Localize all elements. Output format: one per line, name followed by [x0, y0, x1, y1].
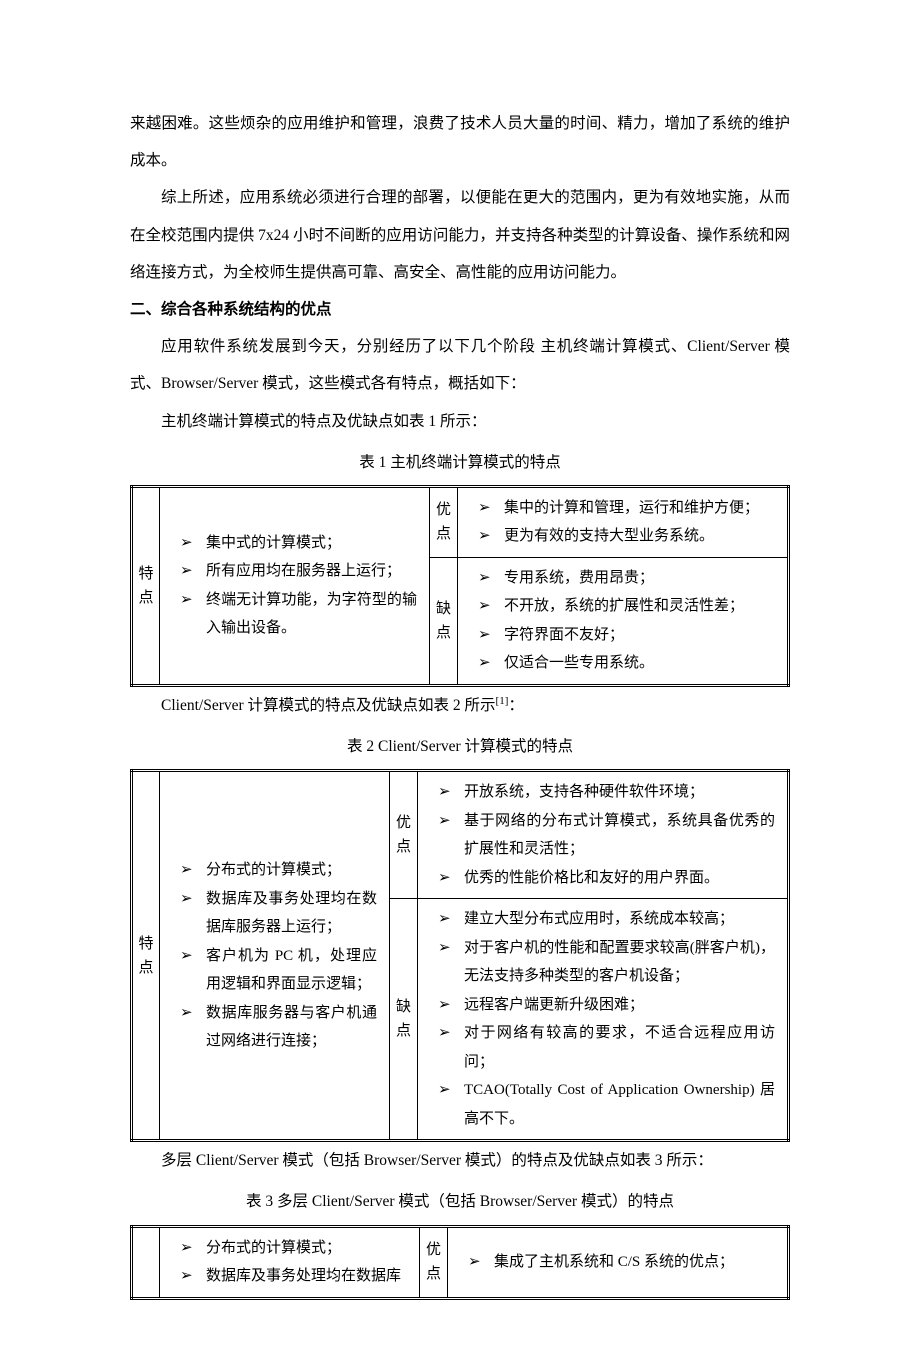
- table1-cons-cell: 专用系统，费用昂贵； 不开放，系统的扩展性和灵活性差； 字符界面不友好； 仅适合…: [458, 557, 789, 685]
- list-item: 客户机为 PC 机，处理应用逻辑和界面显示逻辑；: [176, 942, 377, 999]
- list-item: 开放系统，支持各种硬件软件环境；: [434, 778, 775, 807]
- table1-cons-label: 缺点: [430, 557, 458, 685]
- list-item: 专用系统，费用昂贵；: [474, 564, 775, 593]
- text-run: ：: [508, 697, 524, 714]
- table1: 特点 集中式的计算模式； 所有应用均在服务器上运行； 终端无计算功能，为字符型的…: [130, 485, 790, 687]
- table2-cons-label: 缺点: [390, 899, 418, 1141]
- list-item: 分布式的计算模式；: [176, 1234, 407, 1263]
- list-item: 集成了主机系统和 C/S 系统的优点；: [464, 1248, 775, 1277]
- paragraph-intro: 应用软件系统发展到今天，分别经历了以下几个阶段 主机终端计算模式、Client/…: [130, 328, 790, 402]
- table1-pros-list: 集中的计算和管理，运行和维护方便； 更为有效的支持大型业务系统。: [460, 494, 785, 551]
- list-item: 优秀的性能价格比和友好的用户界面。: [434, 864, 775, 893]
- list-item: 仅适合一些专用系统。: [474, 649, 775, 678]
- table3: 分布式的计算模式； 数据库及事务处理均在数据库 优点 集成了主机系统和 C/S …: [130, 1225, 790, 1300]
- list-item: 字符界面不友好；: [474, 621, 775, 650]
- table2-cons-list: 建立大型分布式应用时，系统成本较高； 对于客户机的性能和配置要求较高(胖客户机)…: [420, 905, 785, 1133]
- table1-features-cell: 集中式的计算模式； 所有应用均在服务器上运行； 终端无计算功能，为字符型的输入输…: [160, 486, 430, 685]
- footnote-ref: [1]: [496, 695, 509, 707]
- list-item: 数据库及事务处理均在数据库: [176, 1262, 407, 1291]
- paragraph-table1-lead: 主机终端计算模式的特点及优缺点如表 1 所示：: [130, 403, 790, 440]
- table1-feature-label: 特点: [132, 486, 160, 685]
- paragraph-summary: 综上所述，应用系统必须进行合理的部署，以便能在更大的范围内，更为有效地实施，从而…: [130, 179, 790, 291]
- table3-features-cell: 分布式的计算模式； 数据库及事务处理均在数据库: [160, 1226, 420, 1298]
- paragraph-table3-lead: 多层 Client/Server 模式（包括 Browser/Server 模式…: [130, 1142, 790, 1179]
- text-run: Client/Server 计算模式的特点及优缺点如表 2 所示: [161, 697, 496, 714]
- table1-cons-list: 专用系统，费用昂贵； 不开放，系统的扩展性和灵活性差； 字符界面不友好； 仅适合…: [460, 564, 785, 678]
- table2-pros-label: 优点: [390, 771, 418, 899]
- list-item: 对于客户机的性能和配置要求较高(胖客户机)，无法支持多种类型的客户机设备；: [434, 934, 775, 991]
- table2-features-list: 分布式的计算模式； 数据库及事务处理均在数据库服务器上运行； 客户机为 PC 机…: [162, 856, 387, 1056]
- list-item: 更为有效的支持大型业务系统。: [474, 522, 775, 551]
- list-item: TCAO(Totally Cost of Application Ownersh…: [434, 1076, 775, 1133]
- table2-caption: 表 2 Client/Server 计算模式的特点: [130, 728, 790, 765]
- table3-feature-label: [132, 1226, 160, 1298]
- table3-pros-label: 优点: [420, 1226, 448, 1298]
- list-item: 集中式的计算模式；: [176, 529, 417, 558]
- table3-caption: 表 3 多层 Client/Server 模式（包括 Browser/Serve…: [130, 1183, 790, 1220]
- list-item: 不开放，系统的扩展性和灵活性差；: [474, 592, 775, 621]
- table2-cons-cell: 建立大型分布式应用时，系统成本较高； 对于客户机的性能和配置要求较高(胖客户机)…: [418, 899, 789, 1141]
- document-page: 来越困难。这些烦杂的应用维护和管理，浪费了技术人员大量的时间、精力，增加了系统的…: [0, 0, 920, 1360]
- table2-pros-list: 开放系统，支持各种硬件软件环境； 基于网络的分布式计算模式，系统具备优秀的扩展性…: [420, 778, 785, 892]
- table3-features-list: 分布式的计算模式； 数据库及事务处理均在数据库: [162, 1234, 417, 1291]
- table3-pros-list: 集成了主机系统和 C/S 系统的优点；: [450, 1248, 785, 1277]
- list-item: 所有应用均在服务器上运行；: [176, 557, 417, 586]
- table2-feature-label: 特点: [132, 771, 160, 1141]
- list-item: 分布式的计算模式；: [176, 856, 377, 885]
- list-item: 数据库服务器与客户机通过网络进行连接；: [176, 999, 377, 1056]
- table1-pros-cell: 集中的计算和管理，运行和维护方便； 更为有效的支持大型业务系统。: [458, 486, 789, 557]
- table3-pros-cell: 集成了主机系统和 C/S 系统的优点；: [448, 1226, 789, 1298]
- list-item: 建立大型分布式应用时，系统成本较高；: [434, 905, 775, 934]
- table1-features-list: 集中式的计算模式； 所有应用均在服务器上运行； 终端无计算功能，为字符型的输入输…: [162, 529, 427, 643]
- table2: 特点 分布式的计算模式； 数据库及事务处理均在数据库服务器上运行； 客户机为 P…: [130, 769, 790, 1142]
- paragraph-table2-lead: Client/Server 计算模式的特点及优缺点如表 2 所示[1]：: [130, 687, 790, 724]
- list-item: 远程客户端更新升级困难；: [434, 991, 775, 1020]
- list-item: 基于网络的分布式计算模式，系统具备优秀的扩展性和灵活性；: [434, 807, 775, 864]
- list-item: 终端无计算功能，为字符型的输入输出设备。: [176, 586, 417, 643]
- paragraph-continued: 来越困难。这些烦杂的应用维护和管理，浪费了技术人员大量的时间、精力，增加了系统的…: [130, 105, 790, 179]
- table1-pros-label: 优点: [430, 486, 458, 557]
- list-item: 集中的计算和管理，运行和维护方便；: [474, 494, 775, 523]
- section-heading-2: 二、综合各种系统结构的优点: [130, 291, 790, 328]
- list-item: 数据库及事务处理均在数据库服务器上运行；: [176, 885, 377, 942]
- table2-pros-cell: 开放系统，支持各种硬件软件环境； 基于网络的分布式计算模式，系统具备优秀的扩展性…: [418, 771, 789, 899]
- list-item: 对于网络有较高的要求，不适合远程应用访问；: [434, 1019, 775, 1076]
- table1-caption: 表 1 主机终端计算模式的特点: [130, 444, 790, 481]
- table2-features-cell: 分布式的计算模式； 数据库及事务处理均在数据库服务器上运行； 客户机为 PC 机…: [160, 771, 390, 1141]
